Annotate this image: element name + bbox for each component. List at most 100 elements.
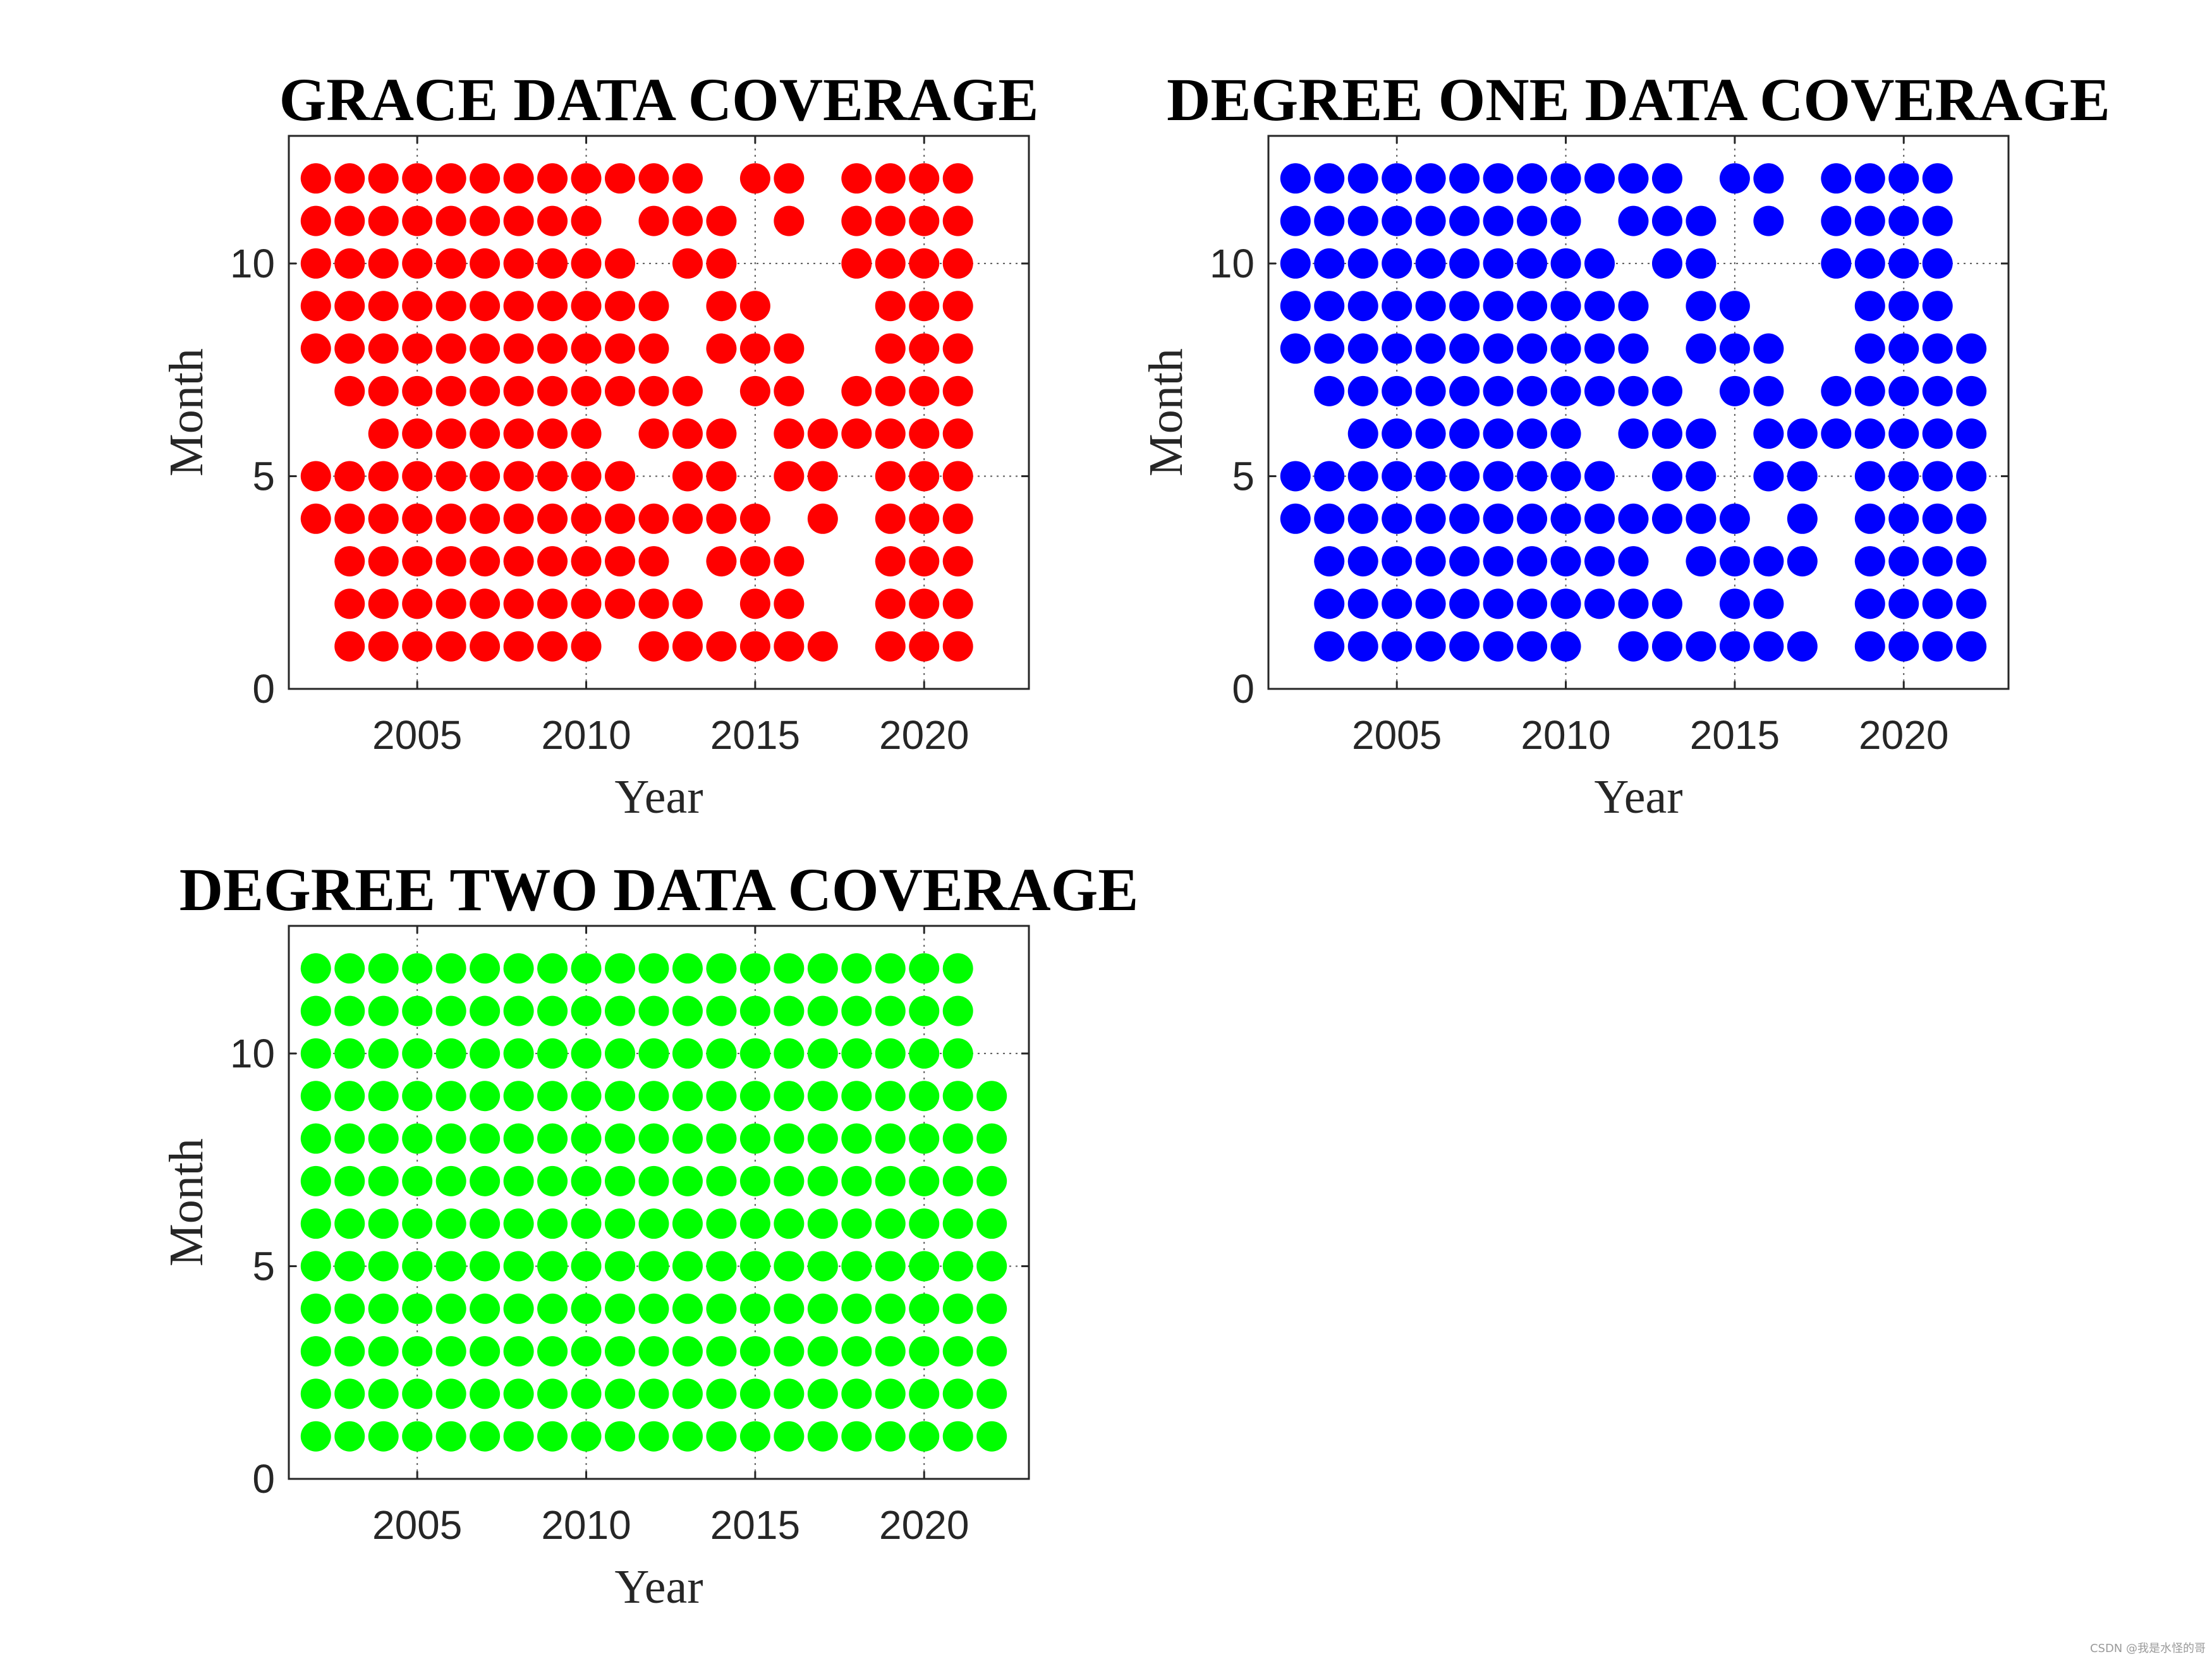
data-point (1753, 631, 1784, 662)
data-point (605, 1421, 636, 1452)
data-point (368, 953, 399, 984)
data-point (638, 291, 669, 322)
data-point (300, 333, 331, 364)
data-point (537, 1081, 568, 1112)
data-point (537, 461, 568, 492)
data-point (470, 631, 501, 662)
x-axis-label: Year (614, 770, 703, 823)
data-point (334, 291, 365, 322)
data-point (875, 461, 906, 492)
data-point (571, 163, 602, 194)
data-point (300, 995, 331, 1026)
data-point (1854, 503, 1885, 534)
data-point (605, 1293, 636, 1324)
data-point (909, 1165, 940, 1196)
data-point (334, 163, 365, 194)
data-point (1753, 546, 1784, 577)
data-point (503, 205, 534, 236)
data-point (435, 461, 466, 492)
data-point (537, 1208, 568, 1239)
data-point (503, 1336, 534, 1367)
data-point (672, 418, 703, 449)
data-point (402, 375, 433, 406)
data-point (1415, 588, 1446, 619)
data-point (334, 588, 365, 619)
data-point (739, 1336, 770, 1367)
data-point (638, 631, 669, 662)
data-point (537, 291, 568, 322)
data-point (739, 1208, 770, 1239)
data-point (368, 1336, 399, 1367)
data-point (605, 163, 636, 194)
data-point (942, 503, 973, 534)
data-point (503, 1293, 534, 1324)
data-point (571, 461, 602, 492)
data-point (334, 205, 365, 236)
x-tick-label: 2005 (372, 1502, 462, 1548)
data-point (706, 1123, 737, 1154)
y-tick-label: 0 (1232, 666, 1255, 712)
data-point (638, 1038, 669, 1069)
data-point (1550, 418, 1581, 449)
x-tick-label: 2015 (710, 712, 800, 758)
data-point (605, 1208, 636, 1239)
data-point (1888, 546, 1919, 577)
data-point (368, 205, 399, 236)
data-point (1618, 546, 1649, 577)
data-point (435, 995, 466, 1026)
data-point (774, 333, 805, 364)
data-point (1686, 461, 1717, 492)
data-point (537, 1123, 568, 1154)
data-point (841, 1081, 872, 1112)
data-point (1347, 503, 1378, 534)
data-point (1922, 503, 1953, 534)
data-point (807, 953, 838, 984)
data-point (571, 1208, 602, 1239)
data-point (1719, 631, 1750, 662)
data-point (571, 631, 602, 662)
data-point (300, 1251, 331, 1282)
data-point (1922, 546, 1953, 577)
data-point (1584, 546, 1615, 577)
data-point (739, 1081, 770, 1112)
x-tick-label: 2020 (879, 1502, 969, 1548)
data-point (1584, 333, 1615, 364)
data-point (1922, 375, 1953, 406)
data-point (1415, 418, 1446, 449)
data-point (638, 1293, 669, 1324)
data-point (1584, 461, 1615, 492)
data-point (1854, 333, 1885, 364)
data-point (435, 1293, 466, 1324)
data-point (706, 1038, 737, 1069)
data-point (368, 588, 399, 619)
data-point (1618, 588, 1649, 619)
data-point (672, 995, 703, 1026)
data-point (1280, 461, 1311, 492)
data-point (1922, 631, 1953, 662)
x-tick-label: 2010 (541, 1502, 631, 1548)
data-point (1347, 248, 1378, 279)
data-point (1449, 503, 1480, 534)
data-point (1347, 588, 1378, 619)
data-point (435, 1038, 466, 1069)
data-point (672, 1165, 703, 1196)
data-point (1719, 163, 1750, 194)
data-point (402, 418, 433, 449)
data-point (706, 1251, 737, 1282)
data-point (1280, 291, 1311, 322)
data-point (571, 546, 602, 577)
x-tick-label: 2015 (1690, 712, 1780, 758)
data-point (402, 291, 433, 322)
data-point (1280, 333, 1311, 364)
data-point (1314, 291, 1345, 322)
x-axis-label: Year (1594, 770, 1682, 823)
data-point (1956, 546, 1987, 577)
data-point (739, 631, 770, 662)
data-point (1753, 375, 1784, 406)
data-point (1888, 375, 1919, 406)
data-point (334, 1336, 365, 1367)
data-point (706, 953, 737, 984)
data-point (774, 1421, 805, 1452)
y-tick-label: 0 (252, 1456, 275, 1502)
data-point (1651, 503, 1682, 534)
